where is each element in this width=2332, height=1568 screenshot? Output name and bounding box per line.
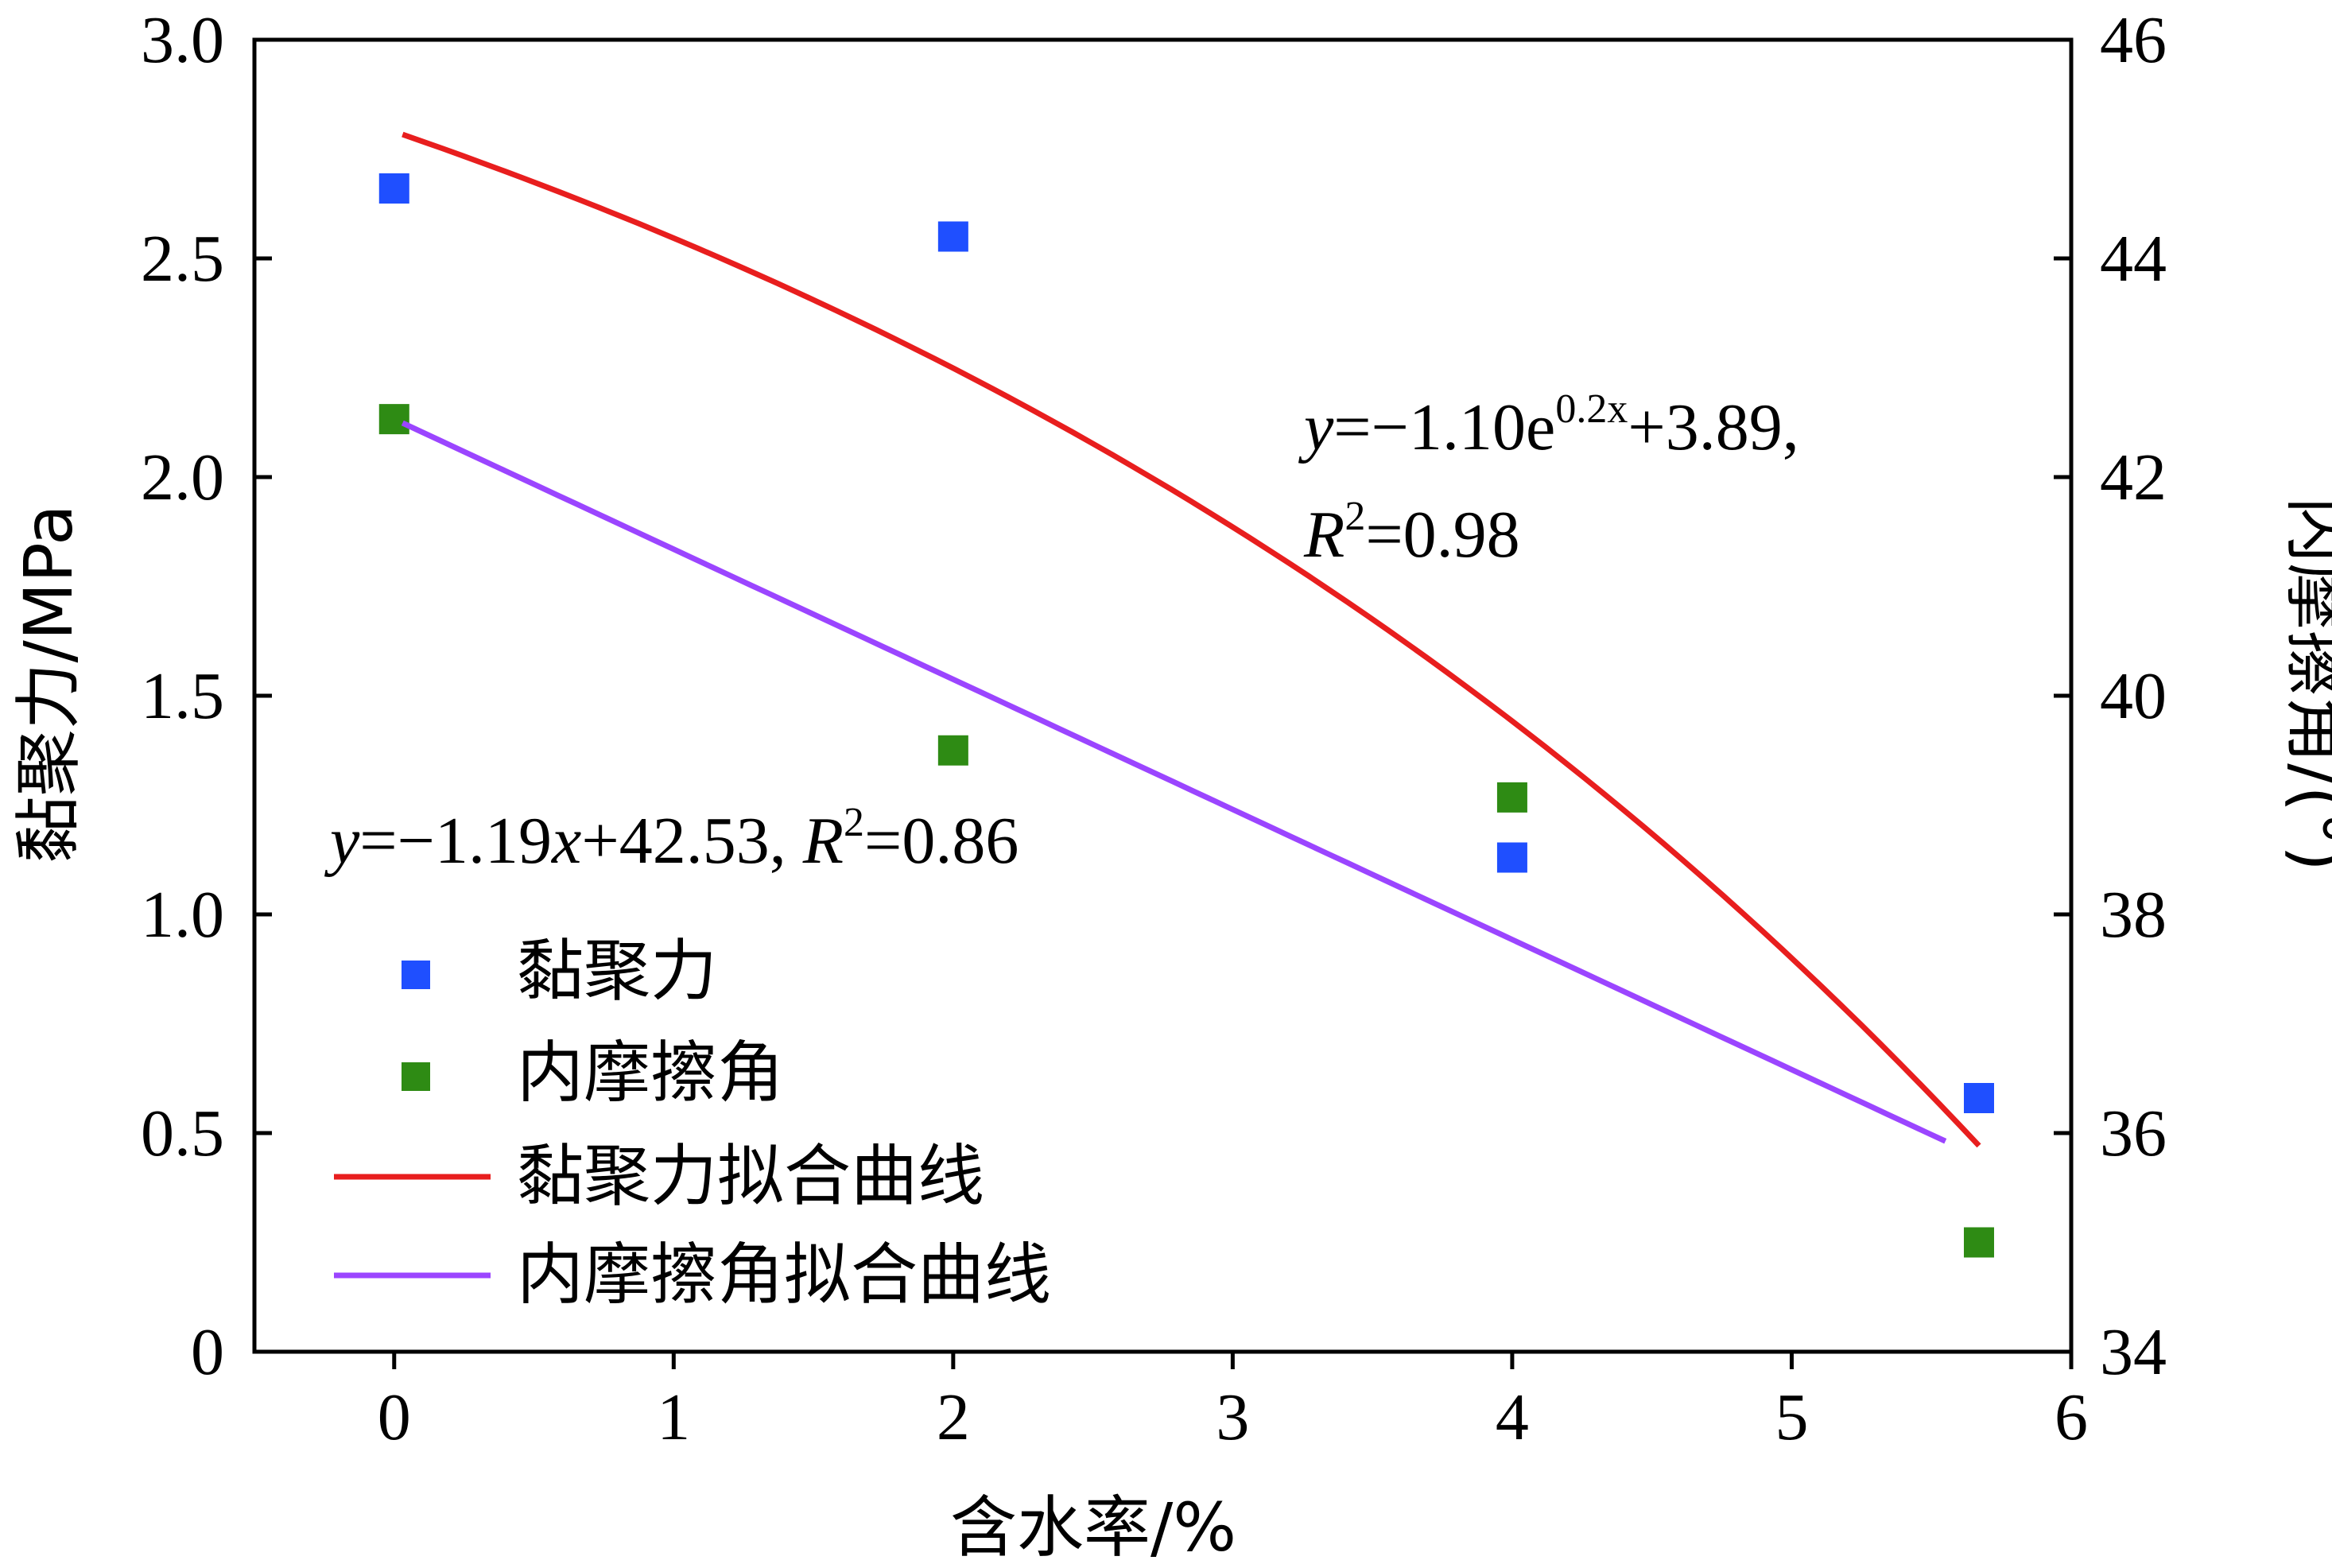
eq-y-symbol: y — [324, 804, 360, 878]
y-left-tick-label: 1.5 — [141, 659, 224, 733]
series-0-point — [1963, 1083, 1994, 1113]
x-tick-label: 5 — [1775, 1380, 1808, 1454]
legend-marker-friction — [402, 1062, 430, 1091]
cohesion-r2: R2=0.98 — [1303, 494, 1520, 572]
y-right-tick-label: 44 — [2100, 222, 2167, 296]
r-value: =0.86 — [864, 804, 1019, 878]
y-right-tick-label: 46 — [2100, 3, 2167, 77]
series-0-point — [1496, 842, 1527, 873]
y-left-tick-label: 2.5 — [141, 222, 224, 296]
legend-label-friction-fit: 内摩擦角拟合曲线 — [517, 1236, 1051, 1314]
x-tick-label: 0 — [378, 1380, 411, 1454]
friction-equation: y=−1.19x+42.53, R2=0.86 — [324, 800, 1019, 878]
y-axis-left: 0 0.5 1.0 1.5 2.0 2.5 3.0 — [141, 3, 272, 1389]
eq-body: =−1.10e — [1333, 390, 1555, 464]
y-axis-left-title: 黏聚力/MPa — [10, 504, 87, 863]
cohesion-equation: y=−1.10e0.2x+3.89, — [1298, 386, 1799, 464]
legend-label-cohesion: 黏聚力 — [517, 932, 717, 1010]
series-2-fit-line — [402, 131, 1981, 1148]
y-left-tick-label: 3.0 — [141, 3, 224, 77]
x-tick-label: 3 — [1216, 1380, 1249, 1454]
y-right-tick-label: 34 — [2100, 1315, 2167, 1389]
eq-exponent: 0.2x — [1555, 386, 1628, 432]
r-symbol: R — [1303, 498, 1344, 572]
y-right-tick-label: 38 — [2100, 878, 2167, 952]
y-right-tick-label: 40 — [2100, 659, 2167, 733]
x-tick-label: 6 — [2055, 1380, 2088, 1454]
y-left-tick-label: 1.0 — [141, 878, 224, 952]
r-symbol: R — [802, 804, 844, 878]
series-1-point — [937, 735, 968, 766]
legend-label-cohesion-fit: 黏聚力拟合曲线 — [517, 1137, 984, 1215]
y-left-tick-label: 0 — [191, 1315, 224, 1389]
y-right-tick-label: 42 — [2100, 441, 2167, 514]
y-axis-right: 34 36 38 40 42 44 46 — [2054, 3, 2167, 1389]
series-1-point — [1963, 1227, 1994, 1258]
series-1-point — [378, 404, 409, 435]
legend-marker-cohesion — [402, 961, 430, 989]
r-exponent: 2 — [844, 800, 864, 845]
x-tick-label: 2 — [937, 1380, 970, 1454]
y-axis-right-title: 内摩擦角/(°) — [2278, 496, 2332, 871]
legend-label-friction: 内摩擦角 — [517, 1034, 784, 1112]
x-axis: 0 1 2 3 4 5 6 — [378, 1352, 2088, 1454]
eq-body: =−1.19 — [359, 804, 552, 878]
series-layer — [378, 131, 1994, 1258]
legend: 黏聚力 内摩擦角 黏聚力拟合曲线 内摩擦角拟合曲线 — [334, 932, 1051, 1314]
x-tick-label: 1 — [657, 1380, 690, 1454]
eq-x-symbol: x — [550, 804, 581, 878]
y-left-tick-label: 2.0 — [141, 441, 224, 514]
x-axis-title: 含水率/% — [950, 1488, 1236, 1566]
eq-tail: +3.89, — [1628, 390, 1798, 464]
eq-tail: +42.53, — [581, 804, 802, 878]
series-0-point — [378, 173, 409, 204]
series-1-point — [1496, 782, 1527, 813]
eq-y-symbol: y — [1298, 390, 1334, 464]
r-exponent: 2 — [1344, 494, 1365, 539]
x-tick-label: 4 — [1496, 1380, 1529, 1454]
y-right-tick-label: 36 — [2100, 1096, 2167, 1170]
series-0-point — [937, 221, 968, 252]
r-value: =0.98 — [1365, 498, 1519, 572]
y-left-tick-label: 0.5 — [141, 1096, 224, 1170]
series-3-fit-line — [401, 420, 1947, 1144]
